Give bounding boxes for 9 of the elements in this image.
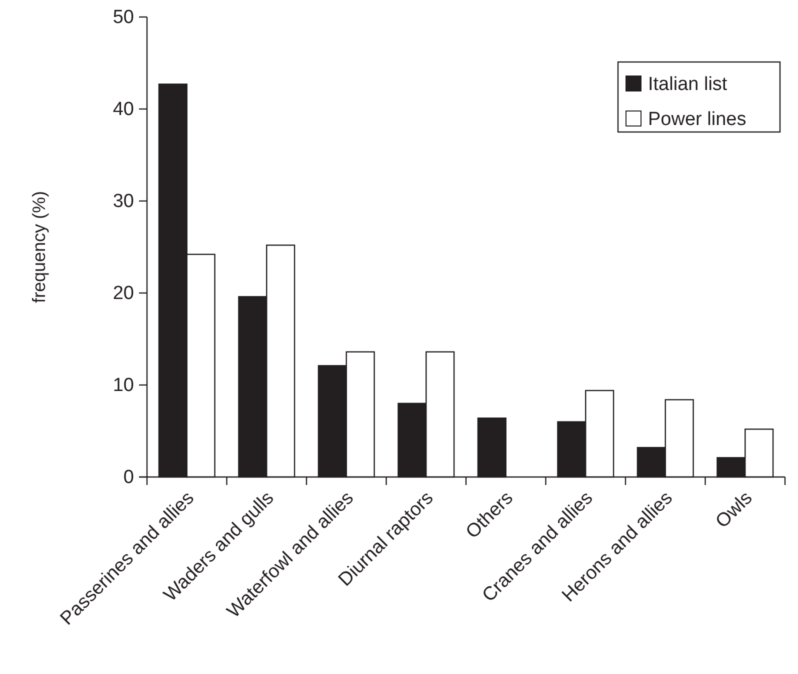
legend-label: Power lines [648, 109, 746, 130]
y-tick-label: 10 [112, 375, 134, 396]
legend-label: Italian list [648, 74, 728, 95]
y-tick-label: 30 [112, 191, 134, 212]
y-tick-label: 50 [112, 7, 134, 28]
y-tick-label: 0 [123, 467, 134, 488]
y-tick-label: 20 [112, 283, 134, 304]
y-axis-title: frequency (%) [29, 190, 49, 304]
y-tick-label: 40 [112, 99, 134, 120]
